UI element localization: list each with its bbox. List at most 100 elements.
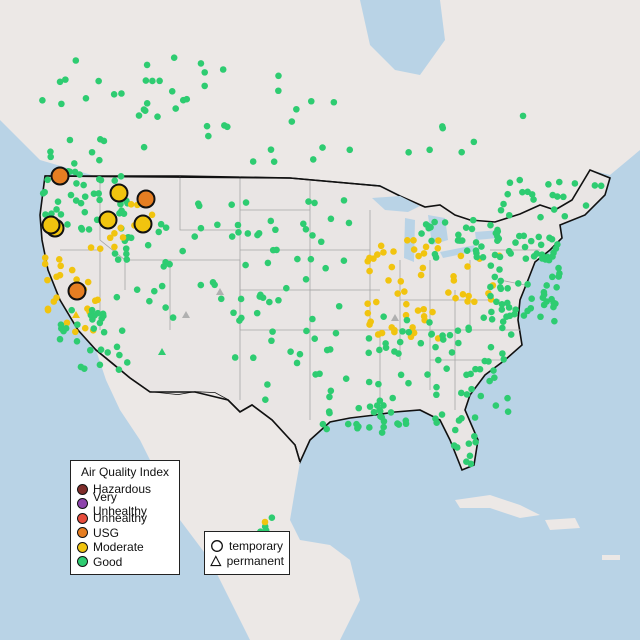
- good-station-marker: [455, 417, 463, 424]
- good-station-marker: [269, 246, 277, 254]
- good-station-marker: [555, 264, 562, 272]
- good-station-marker: [230, 309, 237, 317]
- good-station-marker: [157, 220, 165, 228]
- circle-icon: [211, 539, 223, 552]
- good-station-marker: [487, 221, 494, 229]
- good-station-marker: [366, 424, 373, 431]
- good-station-marker: [117, 172, 125, 180]
- triangle-icon: [210, 554, 222, 566]
- good-station-marker: [228, 233, 236, 240]
- good-station-marker: [293, 105, 300, 113]
- good-station-marker: [67, 191, 75, 199]
- good-station-marker: [505, 247, 513, 255]
- good-station-marker: [88, 148, 96, 156]
- good-station-marker: [211, 281, 218, 289]
- good-station-marker: [90, 325, 98, 332]
- moderate-station-marker: [57, 262, 65, 270]
- moderate-station-marker: [56, 271, 64, 279]
- good-station-marker: [54, 198, 62, 205]
- good-station-marker: [543, 282, 550, 289]
- cuba-island: [455, 495, 540, 518]
- good-station-marker: [197, 281, 205, 289]
- good-station-marker: [428, 237, 435, 245]
- good-station-marker: [268, 337, 275, 345]
- aqi-legend: Air Quality Index Hazardous Very Unhealt…: [70, 460, 180, 575]
- good-station-marker: [538, 251, 546, 258]
- good-station-marker: [468, 385, 475, 393]
- good-station-marker: [495, 235, 503, 243]
- moderate-station-marker: [380, 249, 387, 256]
- moderate-station-marker: [109, 183, 129, 203]
- good-station-marker: [555, 273, 562, 280]
- good-station-marker: [373, 402, 381, 409]
- good-station-marker: [74, 321, 81, 328]
- good-station-marker: [270, 158, 278, 165]
- permanent-station-marker: [216, 288, 224, 295]
- good-station-marker: [399, 328, 406, 335]
- good-station-marker: [39, 97, 46, 104]
- good-station-marker: [219, 66, 227, 73]
- good-station-marker: [96, 196, 103, 204]
- good-station-marker: [197, 60, 205, 67]
- good-station-marker: [162, 224, 170, 231]
- permanent-station-marker: [182, 311, 190, 318]
- good-station-marker: [95, 190, 103, 197]
- good-station-marker: [507, 331, 515, 338]
- good-station-marker: [302, 275, 310, 283]
- moderate-station-marker: [417, 271, 425, 279]
- good-station-marker: [344, 420, 352, 428]
- good-station-marker: [487, 292, 494, 300]
- good-station-marker: [264, 381, 271, 388]
- good-station-marker: [319, 144, 326, 151]
- moderate-station-marker: [364, 300, 371, 307]
- good-station-marker: [293, 359, 301, 367]
- good-station-marker: [309, 232, 316, 239]
- good-station-marker: [524, 281, 531, 288]
- highlighted-station-markers: [41, 166, 156, 301]
- good-station-marker: [140, 106, 148, 113]
- moderate-station-marker: [81, 324, 89, 332]
- good-station-marker: [91, 312, 98, 319]
- good-station-marker: [307, 97, 315, 105]
- good-station-marker: [326, 346, 334, 353]
- permanent-station-marker: [158, 348, 166, 355]
- good-station-marker: [455, 231, 462, 239]
- good-station-marker: [73, 180, 80, 187]
- good-station-marker: [485, 358, 492, 365]
- good-station-marker: [548, 273, 556, 281]
- good-station-marker: [255, 229, 263, 237]
- moderate-station-marker: [73, 276, 80, 283]
- good-station-marker: [56, 335, 64, 343]
- good-station-marker: [403, 316, 411, 324]
- legend-item-moderate: Moderate: [77, 540, 173, 555]
- good-station-marker: [443, 365, 450, 372]
- good-station-marker: [540, 301, 548, 309]
- good-station-marker: [418, 230, 425, 237]
- good-station-marker: [97, 176, 105, 184]
- moderate-station-marker: [394, 290, 402, 297]
- moderate-station-marker: [385, 277, 392, 284]
- good-station-marker: [432, 254, 440, 261]
- good-station-marker: [142, 77, 150, 84]
- good-station-marker: [457, 389, 465, 397]
- good-station-marker: [179, 247, 186, 255]
- good-station-marker: [332, 329, 340, 337]
- good-station-marker: [96, 361, 104, 369]
- good-station-marker: [448, 349, 456, 356]
- good-station-marker: [469, 216, 477, 224]
- good-station-marker: [205, 132, 212, 140]
- moderate-station-marker: [106, 234, 114, 242]
- good-station-marker: [466, 452, 474, 460]
- good-station-marker: [113, 343, 121, 351]
- good-station-marker: [378, 429, 386, 436]
- permanent-station-marker: [391, 314, 399, 321]
- moderate-station-marker: [119, 234, 127, 241]
- good-station-marker: [472, 247, 480, 254]
- moderate-station-marker: [117, 224, 125, 232]
- moderate-station-marker: [422, 243, 430, 251]
- good-station-marker: [85, 226, 93, 233]
- good-station-marker: [275, 87, 282, 95]
- good-station-marker: [554, 241, 561, 248]
- good-station-marker: [197, 224, 205, 232]
